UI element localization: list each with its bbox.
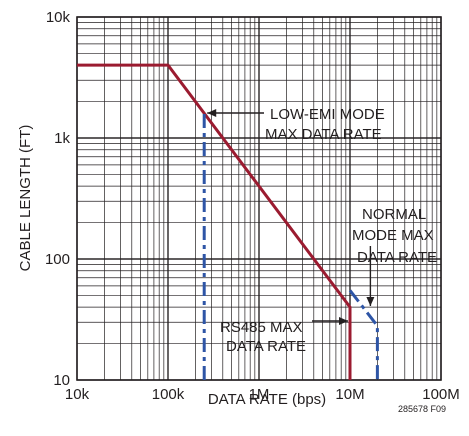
- y-tick-label: 100: [45, 251, 70, 268]
- annotation-low-emi-line2: MAX DATA RATE: [265, 126, 382, 143]
- arrow-rs485-head: [339, 317, 348, 325]
- y-axis-label: CABLE LENGTH (FT): [17, 125, 34, 272]
- annotation-rs485-line1: RS485 MAX: [220, 319, 303, 336]
- figure-id: 285678 F09: [398, 404, 446, 414]
- x-tick-label: 10k: [65, 386, 90, 403]
- annotation-normal-line2: MODE MAX: [352, 227, 434, 244]
- tick-labels: 10k 100k 1M 10M 100M 10 100 1k 10k: [45, 9, 460, 403]
- x-tick-label: 100M: [422, 386, 460, 403]
- arrow-low-emi-head: [207, 109, 217, 117]
- annotation-rs485-line2: DATA RATE: [226, 338, 306, 355]
- y-tick-label: 1k: [54, 130, 70, 147]
- annotation-arrows: [207, 109, 375, 325]
- x-tick-label: 10M: [335, 386, 364, 403]
- annotation-normal-line3: DATA RATE: [357, 249, 437, 266]
- x-axis-label: DATA RATE (bps): [208, 391, 326, 408]
- y-tick-label: 10: [53, 372, 70, 389]
- x-tick-label: 100k: [152, 386, 185, 403]
- series-line-0: [77, 63, 352, 380]
- grid-lines: [76, 16, 442, 381]
- arrow-normal-head: [366, 297, 375, 306]
- series-layer: [77, 63, 379, 380]
- annotation-low-emi-line1: LOW-EMI MODE: [270, 106, 385, 123]
- series-line-2: [348, 289, 379, 380]
- x-tick-label: 1M: [249, 386, 270, 403]
- plot-frame: [76, 16, 442, 381]
- y-tick-label: 10k: [46, 9, 71, 26]
- annotation-normal-line1: NORMAL: [362, 206, 426, 223]
